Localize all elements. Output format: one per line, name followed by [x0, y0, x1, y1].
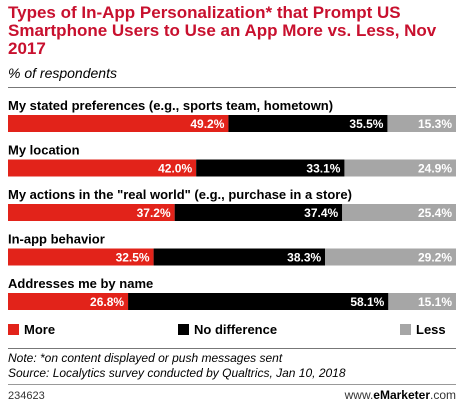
value-label: 37.2% — [137, 206, 171, 220]
value-label: 37.4% — [304, 206, 338, 220]
bar-segment-more — [8, 204, 175, 221]
value-label: 42.0% — [158, 162, 192, 176]
bar-segment-more — [8, 159, 197, 177]
value-label: 32.5% — [116, 251, 150, 265]
bar-segment-less — [344, 159, 456, 177]
legend: More No difference Less — [8, 322, 456, 340]
bar-segment-more — [8, 115, 229, 132]
value-label: 35.5% — [349, 117, 383, 131]
bar-segment-less — [388, 293, 456, 310]
bar-segment-less — [342, 204, 456, 221]
legend-item-more: More — [8, 322, 55, 337]
legend-swatch — [400, 324, 411, 335]
chart-source: Source: Localytics survey conducted by Q… — [8, 366, 346, 380]
bar-segment-less — [387, 115, 456, 132]
category-label: My actions in the "real world" (e.g., pu… — [8, 187, 352, 202]
value-label: 29.2% — [418, 251, 452, 265]
bar-segment-more — [8, 248, 154, 266]
value-label: 33.1% — [306, 162, 340, 176]
category-label: In-app behavior — [8, 232, 105, 247]
legend-item-no-difference: No difference — [178, 322, 277, 337]
bar-segment-no-difference — [174, 204, 343, 221]
legend-swatch — [178, 324, 189, 335]
brand-prefix: www. — [344, 388, 374, 402]
value-label: 15.1% — [418, 295, 452, 309]
legend-label: More — [24, 322, 56, 337]
bar-segment-no-difference — [153, 248, 326, 266]
bottom-divider — [8, 348, 456, 349]
category-label: My stated preferences (e.g., sports team… — [8, 98, 333, 113]
chart-title: Types of In-App Personalization* that Pr… — [8, 3, 437, 58]
chart-subtitle: % of respondents — [8, 65, 117, 81]
footer-divider — [8, 384, 456, 385]
legend-label: No difference — [194, 322, 278, 337]
value-label: 49.2% — [190, 117, 224, 131]
top-divider — [8, 87, 456, 88]
category-label: Addresses me by name — [8, 276, 153, 291]
brand-suffix: .com — [429, 388, 456, 402]
category-label: My location — [8, 143, 80, 158]
value-label: 15.3% — [418, 117, 452, 131]
brand-logo: www.eMarketer.com — [345, 388, 456, 402]
value-label: 58.1% — [350, 295, 384, 309]
bar-segment-no-difference — [196, 159, 345, 177]
bar-segment-less — [325, 248, 456, 266]
value-label: 24.9% — [418, 162, 452, 176]
bar-segment-more — [8, 293, 129, 310]
value-label: 25.4% — [418, 206, 452, 220]
legend-label: Less — [416, 322, 446, 337]
chart-note: Note: *on content displayed or push mess… — [8, 351, 283, 365]
value-label: 38.3% — [287, 251, 321, 265]
brand-name: eMarketer — [373, 388, 430, 402]
value-label: 26.8% — [90, 295, 124, 309]
chart-id: 234623 — [8, 390, 45, 402]
legend-swatch — [8, 324, 19, 335]
bar-segment-no-difference — [228, 115, 388, 132]
bar-segment-no-difference — [128, 293, 389, 310]
legend-item-less: Less — [400, 322, 446, 337]
